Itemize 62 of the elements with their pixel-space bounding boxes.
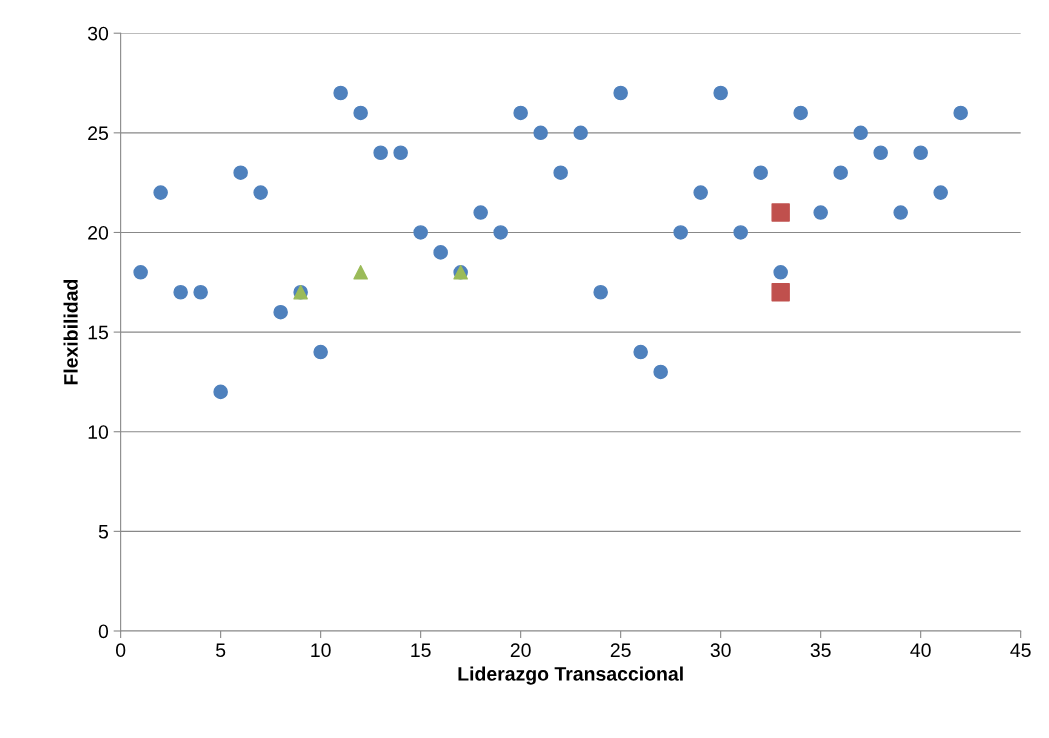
point bbox=[253, 185, 268, 200]
point bbox=[733, 225, 748, 240]
point bbox=[333, 85, 348, 101]
point bbox=[473, 205, 488, 220]
point bbox=[793, 105, 808, 121]
point bbox=[693, 185, 708, 200]
point bbox=[553, 165, 568, 180]
point bbox=[273, 304, 288, 320]
x-tick-label: 25 bbox=[610, 643, 631, 658]
x-tick-label: 45 bbox=[1010, 643, 1031, 658]
y-tick-label: 30 bbox=[87, 26, 109, 41]
point bbox=[313, 344, 328, 360]
point bbox=[433, 245, 448, 260]
point bbox=[653, 364, 668, 380]
x-axis-title: Liderazgo Transaccional bbox=[458, 666, 683, 685]
y-tick-label: 15 bbox=[88, 325, 109, 340]
x-tick-label: 40 bbox=[910, 643, 931, 658]
y-tick-label: 10 bbox=[88, 425, 109, 439]
point bbox=[353, 105, 368, 121]
point bbox=[913, 145, 928, 161]
x-tick-label: 35 bbox=[810, 643, 831, 658]
point bbox=[353, 265, 368, 280]
point bbox=[673, 225, 688, 240]
point bbox=[953, 105, 968, 121]
x-tick-label: 0 bbox=[115, 643, 126, 658]
point bbox=[153, 185, 168, 200]
point bbox=[713, 85, 728, 101]
point bbox=[613, 85, 628, 101]
point bbox=[853, 125, 868, 141]
x-tick-label: 15 bbox=[411, 643, 431, 658]
point bbox=[393, 145, 408, 161]
y-tick-label: 5 bbox=[98, 525, 109, 539]
point bbox=[771, 203, 790, 222]
point bbox=[373, 145, 388, 161]
point bbox=[771, 283, 790, 302]
x-tick-label: 5 bbox=[216, 643, 226, 658]
point bbox=[933, 185, 948, 200]
point bbox=[873, 145, 888, 161]
point bbox=[233, 165, 248, 180]
point bbox=[493, 225, 508, 240]
point bbox=[133, 265, 148, 280]
point bbox=[593, 284, 608, 300]
point bbox=[533, 125, 548, 141]
point bbox=[813, 205, 828, 220]
y-tick-label: 25 bbox=[88, 126, 109, 141]
point bbox=[513, 105, 528, 121]
y-tick-label: 20 bbox=[88, 225, 109, 240]
point bbox=[413, 225, 428, 240]
point bbox=[633, 344, 648, 360]
y-axis-title: Flexibilidad bbox=[63, 279, 78, 385]
point bbox=[173, 284, 188, 300]
x-tick-label: 10 bbox=[311, 643, 331, 658]
y-tick-label: 0 bbox=[98, 624, 109, 639]
x-tick-label: 20 bbox=[510, 643, 531, 658]
point bbox=[213, 384, 228, 400]
point bbox=[893, 205, 908, 220]
point bbox=[193, 284, 208, 300]
point bbox=[773, 265, 788, 280]
point bbox=[573, 125, 588, 141]
point bbox=[833, 165, 848, 180]
point bbox=[753, 165, 768, 180]
x-tick-label: 30 bbox=[710, 643, 731, 658]
